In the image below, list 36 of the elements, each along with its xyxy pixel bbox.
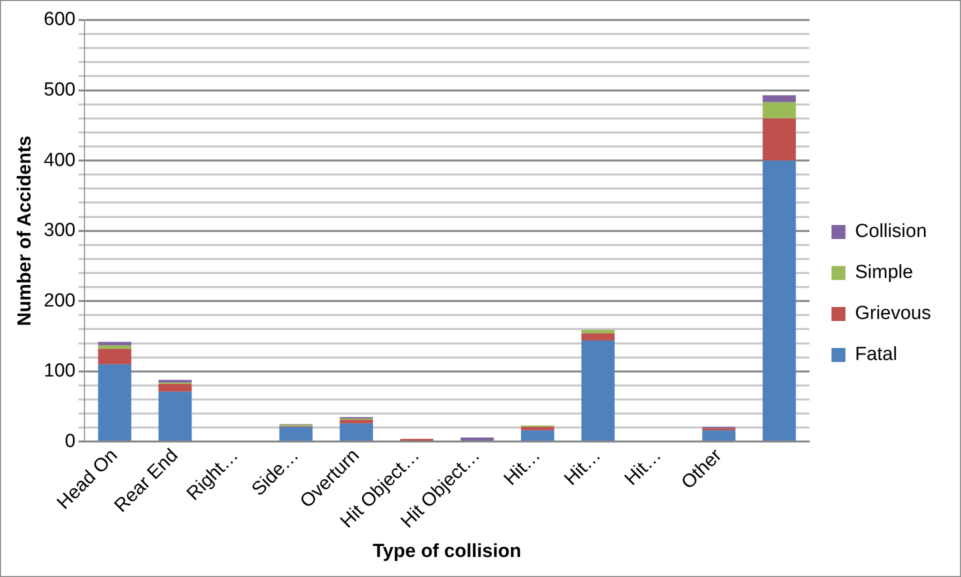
x-tick-label: Hit… [620,445,666,490]
bar [762,95,796,102]
bar [762,102,796,118]
y-tick-label: 100 [44,360,76,382]
bar [581,340,615,441]
y-tick-label: 400 [44,150,76,171]
x-tick-label: Hit… [560,445,606,490]
y-tick-label: 200 [44,290,76,312]
y-tick-label: 0 [64,430,76,452]
x-tick-label: Hit… [500,445,545,490]
legend-label: Simple [854,262,914,284]
y-axis-title: Number of Accidents [14,136,36,326]
legend-label: Fatal [854,344,898,366]
legend-label: Collision [854,221,927,242]
y-tick-label: 500 [44,80,76,101]
bar [340,420,373,424]
bar [520,426,554,430]
y-tick-label: 300 [44,220,76,242]
bar [581,333,615,340]
y-tick-label: 600 [44,9,76,30]
bar [520,430,554,441]
bar [158,384,192,392]
bar [98,364,132,441]
bar [460,437,494,441]
legend-label: Grievous [854,303,932,324]
bar [98,342,132,346]
bar [98,345,132,349]
x-axis-title: Type of collision [372,540,522,562]
bar [340,423,373,441]
bar [762,160,796,441]
bar [702,430,736,441]
bar [158,392,192,441]
bar [279,426,313,441]
bar [98,348,132,364]
bar [762,118,796,161]
bar [581,330,615,334]
